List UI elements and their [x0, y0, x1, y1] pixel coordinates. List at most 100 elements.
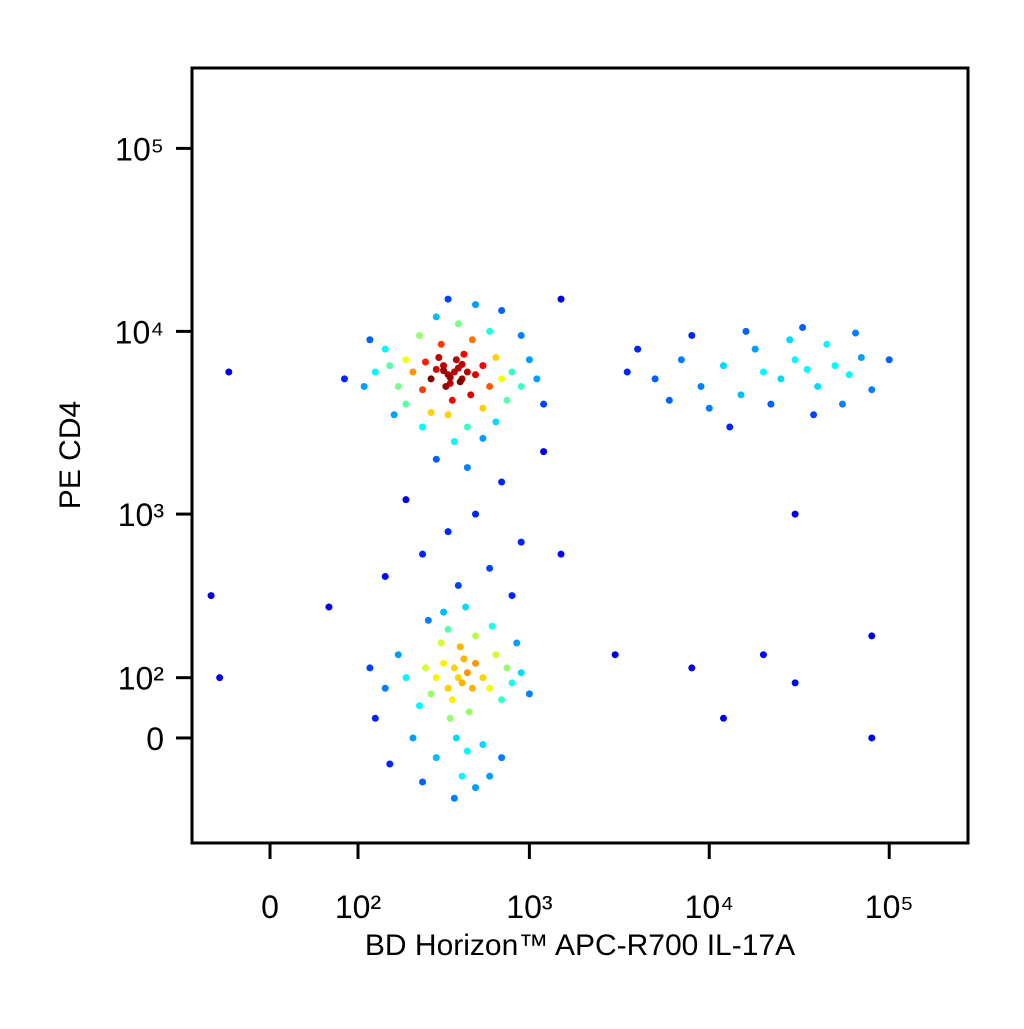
event-point [486, 382, 494, 390]
event-point [513, 639, 521, 647]
event-point [803, 365, 811, 373]
event-point [737, 391, 745, 399]
event-point [450, 794, 458, 802]
event-point [799, 324, 807, 332]
event-point [885, 356, 893, 364]
event-point [440, 362, 448, 370]
event-point [386, 760, 394, 768]
event-point [498, 307, 506, 315]
event-point [786, 336, 794, 344]
event-point [446, 714, 454, 722]
event-point [458, 772, 466, 780]
event-point [814, 382, 822, 390]
event-point [415, 702, 423, 710]
event-point [472, 784, 480, 792]
event-point [791, 679, 799, 687]
x-axis-label: BD Horizon™ APC-R700 IL-17A [365, 929, 795, 962]
event-point [486, 684, 494, 692]
event-point [472, 371, 480, 379]
event-point [472, 301, 480, 309]
x-tick-label: 10² [335, 889, 382, 925]
event-point [432, 365, 440, 373]
event-point [508, 592, 516, 600]
event-point [557, 550, 565, 558]
event-point [852, 329, 860, 337]
event-point [838, 400, 846, 408]
event-point [498, 754, 506, 762]
event-point [381, 345, 389, 353]
event-point [611, 651, 619, 659]
event-point [402, 356, 410, 364]
event-point [810, 411, 818, 419]
event-point [623, 368, 631, 376]
event-point [207, 592, 215, 600]
event-point [394, 382, 402, 390]
event-point [759, 651, 767, 659]
event-point [427, 375, 435, 383]
event-point [371, 368, 379, 376]
event-point [868, 734, 876, 742]
event-point [492, 353, 500, 361]
event-point [458, 679, 466, 687]
event-point [444, 625, 452, 633]
event-point [448, 696, 456, 704]
points [207, 295, 893, 802]
event-point [705, 404, 713, 412]
event-point [463, 423, 471, 431]
event-point [486, 564, 494, 572]
event-point [440, 367, 448, 375]
event-point [462, 603, 470, 611]
x-tick-label: 10⁵ [865, 889, 914, 925]
event-point [360, 382, 368, 390]
y-tick-label: 10⁴ [115, 314, 164, 350]
event-point [777, 375, 785, 383]
event-point [463, 669, 471, 677]
event-point [432, 674, 440, 682]
event-point [479, 741, 487, 749]
y-tick-label: 10⁵ [115, 131, 164, 167]
event-point [517, 538, 525, 546]
y-tick-label: 0 [146, 721, 164, 757]
event-point [371, 714, 379, 722]
event-point [419, 386, 427, 394]
event-point [452, 356, 460, 364]
event-point [791, 510, 799, 518]
event-point [486, 327, 494, 335]
event-point [446, 373, 454, 381]
event-point [450, 664, 458, 672]
x-tick-label: 0 [261, 889, 279, 925]
event-point [540, 400, 548, 408]
event-point [498, 375, 506, 383]
event-point [503, 664, 511, 672]
event-point [415, 331, 423, 339]
event-point [419, 423, 427, 431]
event-point [492, 651, 500, 659]
event-point [386, 362, 394, 370]
event-point [381, 684, 389, 692]
event-point [525, 690, 533, 698]
event-point [767, 400, 775, 408]
event-point [540, 448, 548, 456]
event-point [498, 696, 506, 704]
event-point [419, 778, 427, 786]
event-point [508, 679, 516, 687]
event-point [427, 690, 435, 698]
event-point [479, 434, 487, 442]
event-point [463, 464, 471, 472]
event-point [444, 295, 452, 303]
event-point [823, 340, 831, 348]
event-point [460, 350, 468, 358]
event-point [868, 386, 876, 394]
event-point [460, 655, 468, 663]
event-point [697, 382, 705, 390]
event-point [419, 550, 427, 558]
event-point [409, 734, 417, 742]
event-point [366, 664, 374, 672]
event-point [450, 438, 458, 446]
event-point [486, 772, 494, 780]
event-point [479, 674, 487, 682]
event-point [498, 478, 506, 486]
event-point [432, 455, 440, 463]
event-point [458, 360, 466, 368]
